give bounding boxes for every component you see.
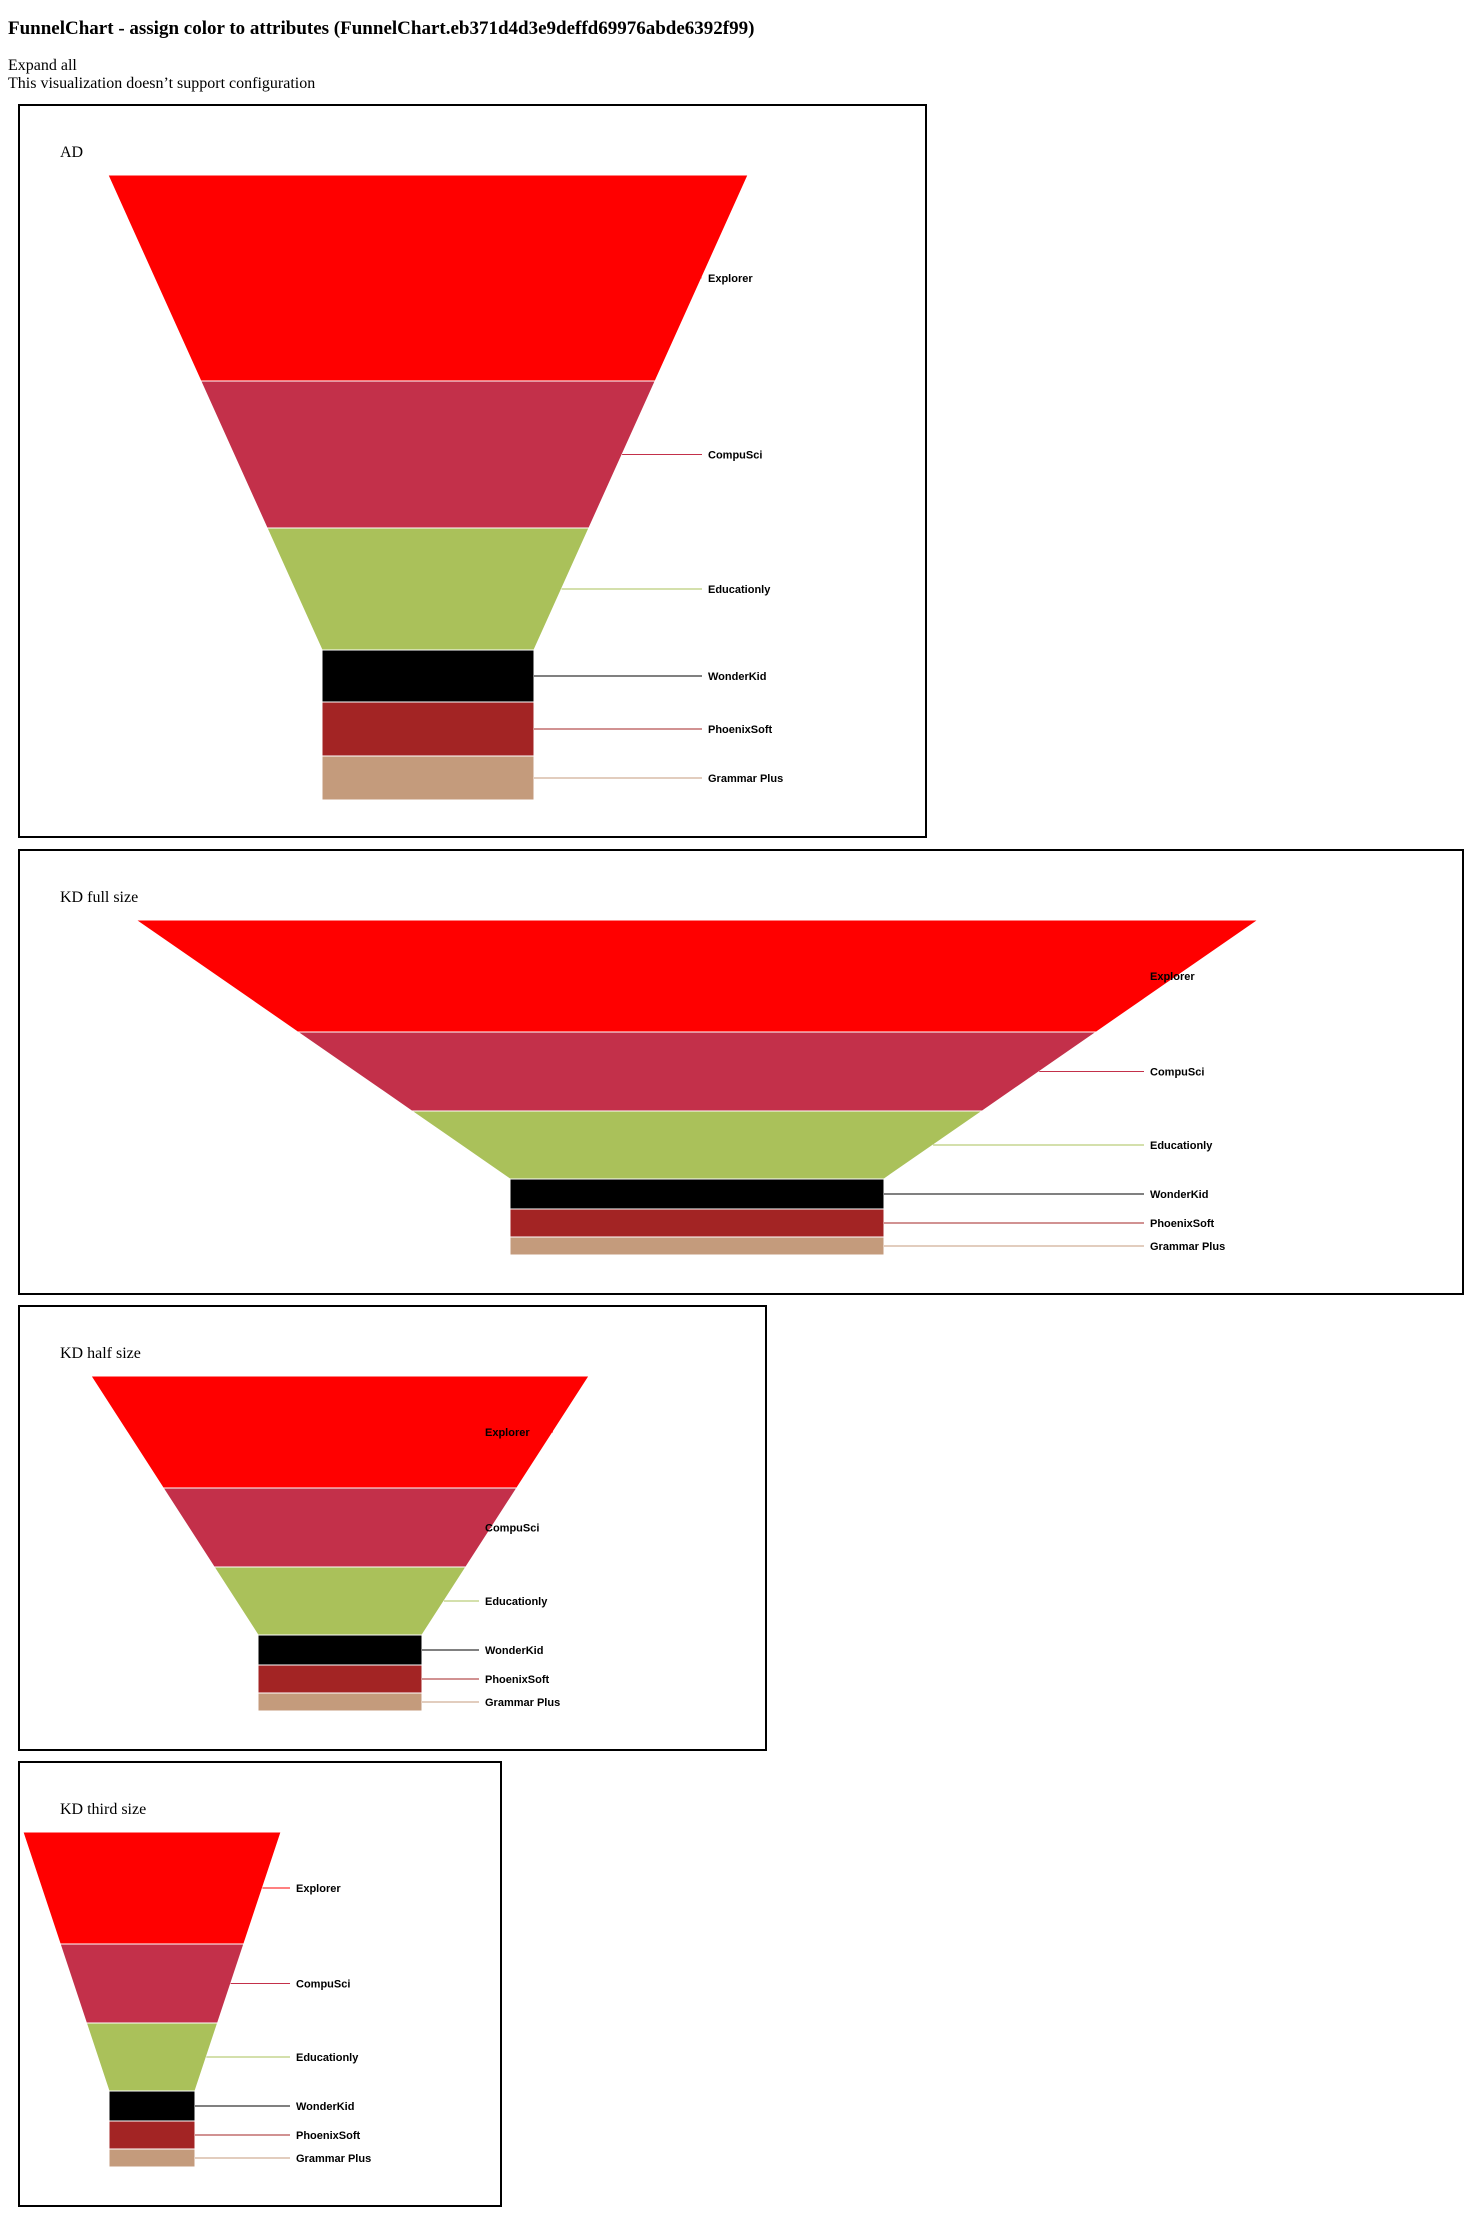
config-note: This visualization doesn’t support confi… bbox=[8, 75, 316, 92]
funnel-label-explorer: Explorer bbox=[296, 1883, 341, 1895]
chart-panel-kd-full-size: KD full size Explorer CompuSci Educationly… bbox=[18, 849, 1464, 1295]
funnel-label-explorer: Explorer bbox=[708, 273, 753, 285]
funnel-segment-phoenixsoft[interactable] bbox=[108, 2120, 196, 2150]
funnel-label-compusci: CompuSci bbox=[1150, 1067, 1204, 1079]
expand-all-link[interactable]: Expand all bbox=[8, 57, 77, 74]
funnel-segment-wonderkid[interactable] bbox=[509, 1178, 885, 1210]
funnel-segment-wonderkid[interactable] bbox=[108, 2090, 196, 2122]
funnel-label-explorer: Explorer bbox=[1150, 971, 1195, 983]
funnel-label-phoenixsoft: PhoenixSoft bbox=[708, 724, 773, 736]
chart-title: KD half size bbox=[60, 1345, 141, 1362]
chart-panel-ad: AD Explorer CompuSci Educationly WonderKid P… bbox=[18, 104, 927, 838]
funnel-segment-educationly[interactable] bbox=[266, 527, 590, 651]
funnel-segment-compusci[interactable] bbox=[162, 1487, 518, 1568]
funnel-segment-phoenixsoft[interactable] bbox=[257, 1664, 423, 1694]
funnel-segment-grammar-plus[interactable] bbox=[257, 1692, 423, 1712]
funnel-label-compusci: CompuSci bbox=[296, 1979, 350, 1991]
funnel-label-wonderkid: WonderKid bbox=[296, 2101, 354, 2113]
chart-title: AD bbox=[60, 144, 84, 161]
funnel-segment-educationly[interactable] bbox=[85, 2022, 219, 2092]
funnel-label-grammar-plus: Grammar Plus bbox=[1150, 1241, 1225, 1253]
funnel-chart-svg: Explorer CompuSci Educationly WonderKid Phoe… bbox=[134, 919, 1260, 1256]
chart-title: KD full size bbox=[60, 889, 139, 906]
funnel-segment-compusci[interactable] bbox=[200, 380, 656, 529]
funnel-segment-educationly[interactable] bbox=[410, 1110, 984, 1180]
funnel-segment-grammar-plus[interactable] bbox=[509, 1236, 885, 1256]
funnel-label-educationly: Educationly bbox=[485, 1596, 548, 1608]
funnel-segment-phoenixsoft[interactable] bbox=[509, 1208, 885, 1238]
funnel-segment-educationly[interactable] bbox=[213, 1566, 467, 1636]
chart-panel-kd-half-size: KD half size Explorer CompuSci Educationly… bbox=[18, 1305, 767, 1751]
funnel-segment-explorer[interactable] bbox=[22, 1831, 282, 1945]
funnel-segment-compusci[interactable] bbox=[296, 1031, 1098, 1112]
funnel-segment-wonderkid[interactable] bbox=[321, 649, 535, 703]
funnel-label-phoenixsoft: PhoenixSoft bbox=[485, 1674, 550, 1686]
funnel-label-grammar-plus: Grammar Plus bbox=[296, 2153, 371, 2165]
funnel-chart-svg: Explorer CompuSci Educationly WonderKid Phoe… bbox=[22, 1831, 371, 2168]
chart-title: KD third size bbox=[60, 1801, 147, 1818]
funnel-label-compusci: CompuSci bbox=[708, 450, 762, 462]
funnel-chart-svg: Explorer CompuSci Educationly WonderKid Phoe… bbox=[107, 174, 783, 801]
page-title: FunnelChart - assign color to attributes… bbox=[8, 18, 755, 39]
chart-panel-kd-third-size: KD third size Explorer CompuSci Educationl… bbox=[18, 1761, 502, 2207]
funnel-segment-grammar-plus[interactable] bbox=[321, 755, 535, 801]
funnel-label-grammar-plus: Grammar Plus bbox=[485, 1697, 560, 1709]
funnel-label-educationly: Educationly bbox=[708, 584, 771, 596]
funnel-label-phoenixsoft: PhoenixSoft bbox=[1150, 1218, 1215, 1230]
funnel-segment-explorer[interactable] bbox=[107, 174, 749, 382]
funnel-label-wonderkid: WonderKid bbox=[485, 1645, 543, 1657]
funnel-label-educationly: Educationly bbox=[1150, 1140, 1213, 1152]
funnel-label-phoenixsoft: PhoenixSoft bbox=[296, 2130, 361, 2142]
funnel-label-compusci: CompuSci bbox=[485, 1523, 539, 1535]
funnel-segment-compusci[interactable] bbox=[59, 1943, 245, 2024]
funnel-label-explorer: Explorer bbox=[485, 1427, 530, 1439]
funnel-segment-explorer[interactable] bbox=[134, 919, 1260, 1033]
funnel-segment-grammar-plus[interactable] bbox=[108, 2148, 196, 2168]
funnel-segment-wonderkid[interactable] bbox=[257, 1634, 423, 1666]
funnel-chart-svg: Explorer CompuSci Educationly WonderKid Phoe… bbox=[90, 1375, 590, 1712]
funnel-label-wonderkid: WonderKid bbox=[708, 671, 766, 683]
funnel-label-grammar-plus: Grammar Plus bbox=[708, 773, 783, 785]
funnel-segment-phoenixsoft[interactable] bbox=[321, 701, 535, 757]
funnel-label-educationly: Educationly bbox=[296, 2052, 359, 2064]
funnel-label-wonderkid: WonderKid bbox=[1150, 1189, 1208, 1201]
